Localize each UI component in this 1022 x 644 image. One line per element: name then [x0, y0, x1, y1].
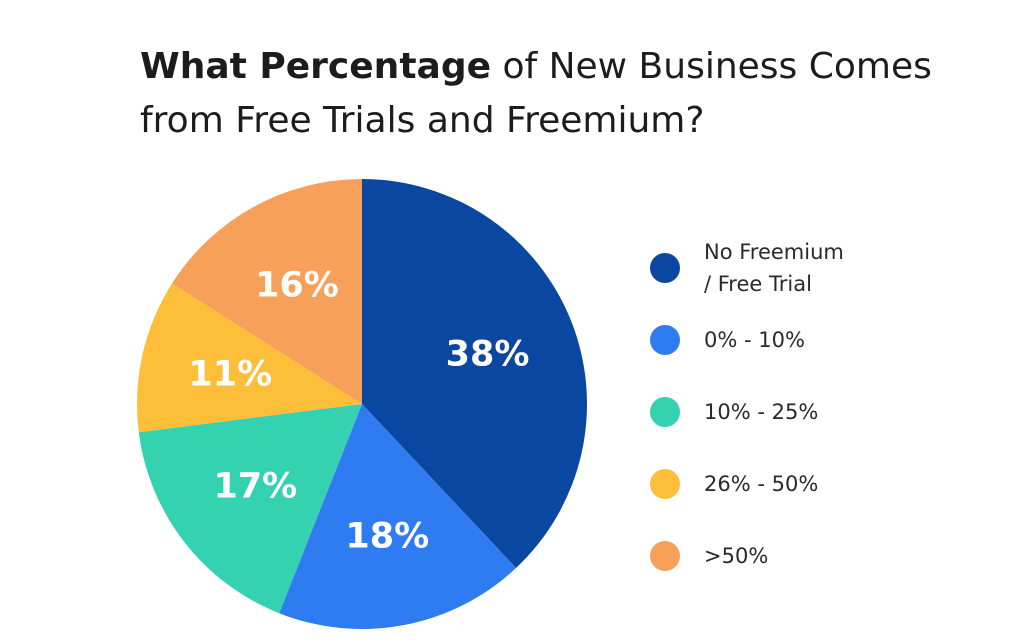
- pie-slice-4: [172, 179, 362, 404]
- legend-label-3: 26% - 50%: [704, 472, 819, 496]
- chart-legend: No Freemium / Free Trial 0% - 10% 10% - 25…: [650, 232, 844, 592]
- legend-label-1: 0% - 10%: [704, 328, 805, 352]
- slice-label-3: 11%: [188, 355, 272, 395]
- chart-title-bold: What Percentage: [140, 46, 491, 87]
- legend-label-4: >50%: [704, 544, 769, 568]
- slice-label-2: 17%: [213, 467, 297, 507]
- legend-item-4: >50%: [650, 520, 844, 592]
- legend-swatch-2: [650, 397, 680, 427]
- chart-title-rest: of New Business Comes from Free Trials a…: [140, 46, 932, 141]
- legend-item-1: 0% - 10%: [650, 304, 844, 376]
- legend-label-2: 10% - 25%: [704, 400, 819, 424]
- legend-swatch-1: [650, 325, 680, 355]
- slice-label-1: 18%: [345, 517, 429, 557]
- slice-label-4: 16%: [255, 266, 339, 306]
- legend-swatch-4: [650, 541, 680, 571]
- legend-label-0: No Freemium / Free Trial: [704, 240, 844, 296]
- legend-item-2: 10% - 25%: [650, 376, 844, 448]
- slice-label-0: 38%: [446, 334, 530, 374]
- pie-slice-3: [137, 283, 362, 433]
- legend-swatch-3: [650, 469, 680, 499]
- legend-item-3: 26% - 50%: [650, 448, 844, 520]
- legend-swatch-0: [650, 253, 680, 283]
- legend-item-0: No Freemium / Free Trial: [650, 232, 844, 304]
- pie-slice-2: [138, 404, 362, 614]
- pie-slice-0: [362, 179, 587, 569]
- chart-title: What Percentage of New Business Comes fr…: [140, 40, 960, 148]
- pie-slice-1: [279, 404, 517, 629]
